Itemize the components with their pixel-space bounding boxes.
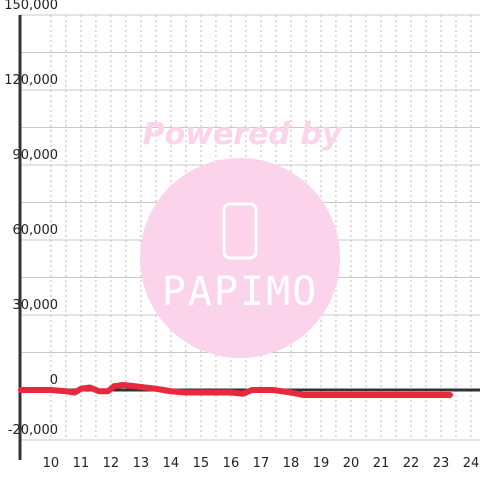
watermark-logo: PAPIMO (162, 269, 319, 315)
data-line (17, 382, 453, 398)
x-tick-label: 20 (343, 456, 360, 471)
x-tick-label: 15 (193, 456, 210, 471)
x-tick-label: 14 (163, 456, 180, 471)
watermark: Powered by PAPIMO (140, 117, 343, 358)
x-tick-label: 18 (283, 456, 300, 471)
y-tick-label: -20,000 (8, 423, 58, 438)
x-tick-label: 13 (133, 456, 150, 471)
x-tick-label: 17 (253, 456, 270, 471)
watermark-phone (222, 202, 258, 260)
x-tick-label: 21 (373, 456, 390, 471)
y-tick-label: 90,000 (13, 148, 59, 163)
y-tick-label: 0 (50, 373, 58, 388)
x-tick-label: 10 (43, 456, 60, 471)
watermark-title: Powered by (143, 117, 343, 152)
y-tick-label: 30,000 (13, 298, 59, 313)
x-tick-label: 24 (463, 456, 480, 471)
y-tick-label: 60,000 (13, 223, 59, 238)
x-tick-label: 22 (403, 456, 420, 471)
x-tick-label: 11 (73, 456, 90, 471)
y-tick-label: 120,000 (4, 73, 58, 88)
x-tick-label: 23 (433, 456, 450, 471)
y-tick-label: 150,000 (4, 0, 58, 13)
x-tick-label: 19 (313, 456, 330, 471)
x-tick-label: 16 (223, 456, 240, 471)
x-tick-label: 12 (103, 456, 120, 471)
grid (20, 14, 480, 441)
